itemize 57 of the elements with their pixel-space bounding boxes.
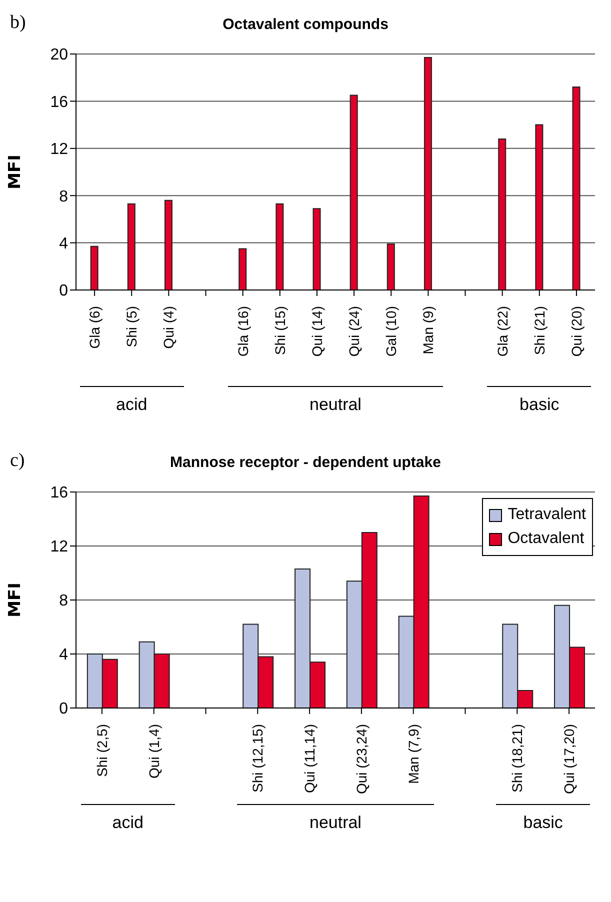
y-tick-label: 8 (59, 592, 68, 610)
x-tick-label: Shi (18,21) (509, 724, 526, 792)
x-tick-label: Man (9) (420, 306, 436, 354)
y-tick-label: 12 (50, 141, 68, 158)
chart-title: Octavalent compounds (222, 16, 388, 33)
x-tick-label: Qui (14) (308, 306, 325, 357)
y-tick-label: 0 (59, 282, 68, 300)
text: basic (487, 386, 592, 415)
bar (424, 57, 432, 290)
y-tick-label: 4 (59, 235, 68, 252)
x-tick-label: Gal (10) (383, 306, 400, 357)
bar (238, 248, 247, 290)
text: basic (496, 804, 590, 833)
x-tick-label: Qui (20) (568, 306, 584, 357)
text: neutral (228, 386, 443, 415)
x-tick-label: Shi (21) (531, 306, 548, 356)
y-tick-label: 16 (50, 94, 68, 111)
bar (276, 203, 284, 290)
legend-label: Octavalent (506, 529, 586, 549)
bar (127, 203, 136, 290)
x-tick-label: Shi (2,5) (94, 724, 110, 777)
x-tick-label: Qui (17,20) (561, 724, 578, 794)
text: neutral (236, 804, 434, 833)
x-tick-label: Qui (23,24) (353, 724, 370, 794)
text: acid (81, 804, 175, 833)
y-axis-title: MFI (5, 154, 26, 190)
bar (312, 208, 321, 290)
x-tick-label: Shi (5) (124, 306, 140, 348)
x-tick-label: Gla (6) (86, 306, 103, 349)
text: b) (10, 12, 26, 34)
x-tick-label: Man (7,9) (405, 724, 422, 784)
y-tick-label: 0 (59, 700, 68, 718)
text: c) (10, 450, 25, 472)
bar (498, 138, 506, 290)
y-tick-label: 16 (50, 484, 68, 502)
chart-title: Mannose receptor - dependent uptake (170, 454, 441, 471)
legend-label: Tetravalent (506, 505, 586, 525)
x-tick-label: Gla (16) (234, 306, 251, 357)
y-tick-label: 4 (59, 646, 68, 664)
y-tick-label: 20 (50, 46, 68, 64)
y-tick-label: 12 (50, 538, 68, 556)
text: acid (80, 386, 184, 415)
x-tick-label: Qui (4) (160, 306, 177, 349)
x-tick-label: Shi (15) (272, 306, 288, 356)
x-tick-label: Gla (22) (494, 306, 510, 357)
x-tick-label: Qui (24) (346, 306, 362, 357)
bar (164, 200, 172, 290)
y-tick-label: 8 (59, 188, 68, 206)
bar (350, 94, 358, 290)
bar (90, 246, 98, 290)
x-tick-label: Shi (12,15) (250, 724, 266, 792)
x-tick-label: Qui (1,4) (146, 724, 162, 778)
bar (535, 124, 544, 290)
bar (572, 86, 580, 290)
x-tick-label: Qui (11,14) (302, 724, 318, 793)
y-axis-title: MFI (5, 582, 26, 618)
bar (386, 243, 395, 290)
